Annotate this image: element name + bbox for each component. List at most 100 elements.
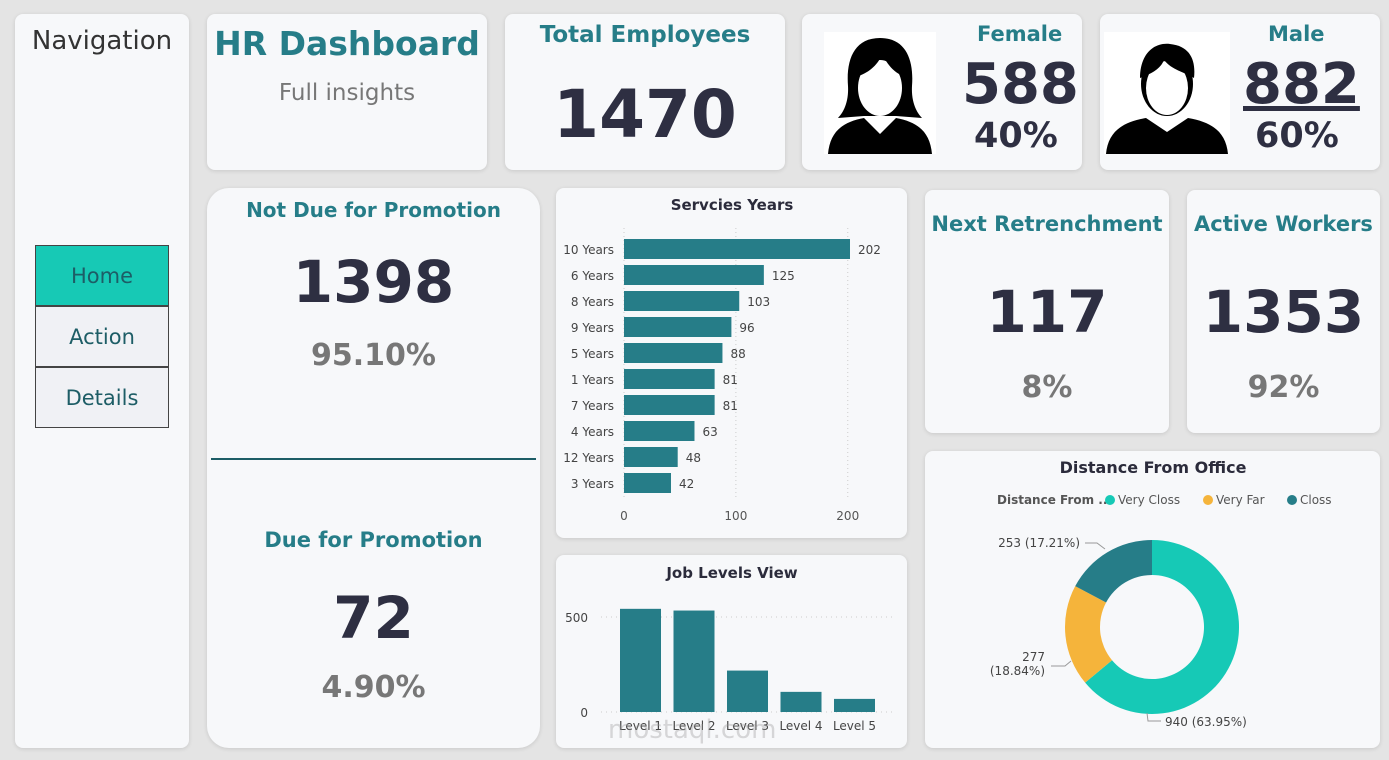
nav-home-button[interactable]: Home — [35, 245, 169, 306]
active-workers-percent: 92% — [1247, 370, 1320, 405]
page-title: HR Dashboard — [214, 24, 480, 63]
legend-marker — [1287, 495, 1297, 505]
y-tick-label: 4 Years — [571, 425, 614, 439]
x-tick-label: Level 4 — [779, 719, 822, 733]
not-due-promotion-percent: 95.10% — [311, 338, 436, 373]
data-label: 940 (63.95%) — [1165, 715, 1247, 729]
active-workers-label: Active Workers — [1194, 212, 1373, 236]
data-label: 277 — [1022, 650, 1045, 664]
bar — [834, 698, 875, 712]
data-label: (18.84%) — [990, 664, 1045, 678]
bar — [624, 447, 678, 467]
y-tick-label: 1 Years — [571, 373, 614, 387]
bar — [624, 239, 850, 259]
x-tick-label: 200 — [836, 509, 859, 523]
header-card: HR Dashboard Full insights — [207, 14, 487, 170]
y-tick-label: 5 Years — [571, 347, 614, 361]
total-employees-card: Total Employees 1470 — [505, 14, 785, 170]
legend-marker — [1105, 495, 1115, 505]
female-label: Female — [977, 22, 1063, 46]
retrenchment-label: Next Retrenchment — [931, 212, 1163, 236]
bar — [673, 610, 715, 712]
legend-title: Distance From ... — [997, 493, 1112, 507]
y-tick-label: 9 Years — [571, 321, 614, 335]
x-tick-label: 100 — [724, 509, 747, 523]
leader-line — [1146, 712, 1161, 722]
bar — [624, 473, 671, 493]
not-due-promotion-value: 1398 — [292, 248, 455, 316]
bar — [624, 395, 715, 415]
bar — [780, 691, 822, 712]
data-label: 125 — [772, 269, 795, 283]
leader-line — [1085, 542, 1106, 550]
data-label: 103 — [747, 295, 770, 309]
due-promotion-percent: 4.90% — [321, 670, 426, 705]
data-label: 81 — [723, 373, 738, 387]
chart-title: Servcies Years — [671, 196, 794, 214]
male-label: Male — [1268, 22, 1325, 46]
donut-slice — [1065, 586, 1113, 683]
data-label: 42 — [679, 477, 694, 491]
legend-marker — [1203, 495, 1213, 505]
nav-details-button[interactable]: Details — [35, 367, 169, 428]
data-label: 88 — [730, 347, 745, 361]
bar — [624, 421, 695, 441]
job-levels-chart: Job Levels View 0 500 Level 1 Level 2 Level 3… — [556, 555, 907, 748]
data-label: 63 — [702, 425, 717, 439]
male-percent: 60% — [1255, 116, 1339, 156]
y-tick-label: 3 Years — [571, 477, 614, 491]
distance-chart: Distance From Office Distance From ... Ver… — [925, 451, 1380, 748]
watermark: mostaql.com — [608, 715, 777, 745]
active-workers-card: Active Workers 1353 92% — [1187, 190, 1380, 433]
female-percent: 40% — [974, 116, 1058, 156]
promotion-card: Not Due for Promotion 1398 95.10% Due fo… — [207, 188, 540, 748]
bar — [624, 343, 723, 363]
leader-line — [1051, 660, 1072, 667]
data-label: 253 (17.21%) — [998, 536, 1080, 550]
bar — [624, 317, 732, 337]
male-avatar-icon — [1104, 32, 1230, 154]
legend-item: Very Closs — [1118, 493, 1180, 507]
male-card: Male 882 60% — [1100, 14, 1380, 170]
due-promotion-value: 72 — [333, 584, 414, 652]
y-tick-label: 10 Years — [563, 243, 614, 257]
male-value: 882 — [1243, 52, 1360, 117]
female-card: Female 588 40% — [802, 14, 1082, 170]
not-due-promotion-label: Not Due for Promotion — [246, 198, 501, 222]
female-avatar-icon — [824, 32, 936, 154]
y-tick-label: 500 — [565, 611, 588, 625]
x-tick-label: Level 3 — [726, 719, 769, 733]
legend-item: Very Far — [1216, 493, 1265, 507]
x-tick-label: 0 — [620, 509, 628, 523]
legend-item: Closs — [1300, 493, 1332, 507]
chart-title: Distance From Office — [1060, 458, 1247, 477]
bar — [620, 608, 661, 712]
data-label: 96 — [739, 321, 754, 335]
x-tick-label: Level 1 — [619, 719, 662, 733]
bar — [624, 369, 715, 389]
x-tick-label: Level 2 — [672, 719, 715, 733]
total-employees-value: 1470 — [553, 76, 737, 153]
female-value: 588 — [962, 52, 1079, 117]
donut-slice — [1075, 540, 1152, 603]
y-tick-label: 12 Years — [563, 451, 614, 465]
divider — [211, 458, 536, 460]
x-tick-label: Level 5 — [833, 719, 876, 733]
chart-title: Job Levels View — [665, 564, 797, 582]
total-employees-label: Total Employees — [539, 22, 751, 48]
y-tick-label: 7 Years — [571, 399, 614, 413]
navigation-title: Navigation — [31, 26, 173, 56]
donut-slice — [1085, 540, 1239, 714]
service-years-chart: Servcies Years 0 100 200 10 Years 202 6 Years 1… — [556, 188, 907, 538]
bar — [624, 265, 764, 285]
nav-action-button[interactable]: Action — [35, 306, 169, 367]
data-label: 202 — [858, 243, 881, 257]
data-label: 48 — [686, 451, 701, 465]
data-label: 81 — [723, 399, 738, 413]
bar — [727, 670, 768, 712]
active-workers-value: 1353 — [1202, 278, 1365, 346]
bar — [624, 291, 740, 311]
retrenchment-value: 117 — [986, 278, 1108, 346]
retrenchment-card: Next Retrenchment 117 8% — [925, 190, 1169, 433]
page-subtitle: Full insights — [278, 80, 416, 106]
